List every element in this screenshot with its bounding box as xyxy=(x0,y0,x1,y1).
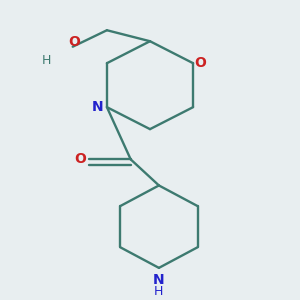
Text: H: H xyxy=(41,54,51,67)
Text: H: H xyxy=(154,285,164,298)
Text: N: N xyxy=(92,100,104,114)
Text: N: N xyxy=(153,273,165,287)
Text: O: O xyxy=(68,35,80,49)
Text: O: O xyxy=(74,152,86,167)
Text: O: O xyxy=(194,56,206,70)
